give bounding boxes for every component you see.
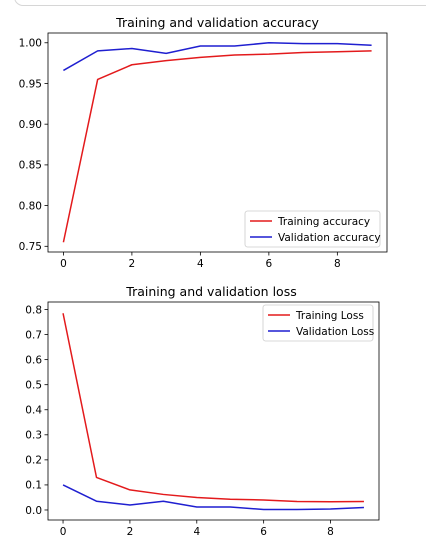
loss-series-line-training (62, 313, 364, 503)
loss-y-tick-label: 0.8 (25, 304, 42, 316)
loss-x-tick-label: 6 (260, 526, 267, 538)
loss-y-tick-label: 0.7 (25, 329, 42, 341)
accuracy-x-tick-label: 4 (197, 258, 204, 270)
accuracy-series-line-training (62, 50, 372, 243)
accuracy-chart-title: Training and validation accuracy (115, 15, 319, 30)
accuracy-y-tick-label: 0.90 (19, 119, 42, 131)
loss-y-tick-label: 0.4 (25, 405, 42, 417)
loss-y-tick-label: 0.5 (25, 379, 42, 391)
loss-chart: Training and validation loss 0 2 4 6 8 0.0 0.1… (25, 284, 380, 538)
accuracy-legend-label-validation: Validation accuracy (278, 232, 381, 244)
loss-x-tick-label: 4 (193, 526, 200, 538)
accuracy-plot-frame (47, 32, 388, 253)
accuracy-x-tick-label: 2 (129, 258, 136, 270)
loss-y-tick-label: 0.1 (25, 480, 42, 492)
loss-y-tick-label: 0.3 (25, 430, 42, 442)
loss-legend-label-validation: Validation Loss (296, 326, 374, 338)
loss-legend-box (262, 304, 374, 342)
accuracy-series-line-validation (63, 42, 372, 72)
accuracy-legend-box (244, 210, 381, 248)
accuracy-x-tick-label: 0 (60, 258, 67, 270)
loss-legend-label-training: Training Loss (295, 310, 364, 322)
accuracy-y-tick-label: 0.95 (19, 78, 42, 90)
accuracy-x-tick-label: 8 (334, 258, 341, 270)
loss-x-tick-label: 0 (60, 526, 67, 538)
accuracy-chart: Training and validation accuracy 0 2 4 6 8 0.… (19, 15, 388, 270)
accuracy-y-tick-label: 1.00 (19, 38, 42, 50)
loss-x-tick-label: 2 (127, 526, 134, 538)
loss-chart-title: Training and validation loss (125, 284, 296, 299)
loss-series-line-validation (62, 484, 364, 511)
loss-y-tick-label: 0.6 (25, 354, 42, 366)
accuracy-y-tick-label: 0.80 (19, 200, 42, 212)
loss-y-tick-label: 0.2 (25, 455, 42, 467)
accuracy-legend-label-training: Training accuracy (277, 216, 370, 228)
loss-y-tick-label: 0.0 (25, 505, 42, 517)
accuracy-x-tick-label: 6 (266, 258, 273, 270)
loss-x-tick-label: 8 (327, 526, 334, 538)
accuracy-y-tick-label: 0.75 (19, 241, 42, 253)
accuracy-y-tick-label: 0.85 (19, 160, 42, 172)
loss-plot-frame (47, 301, 380, 521)
